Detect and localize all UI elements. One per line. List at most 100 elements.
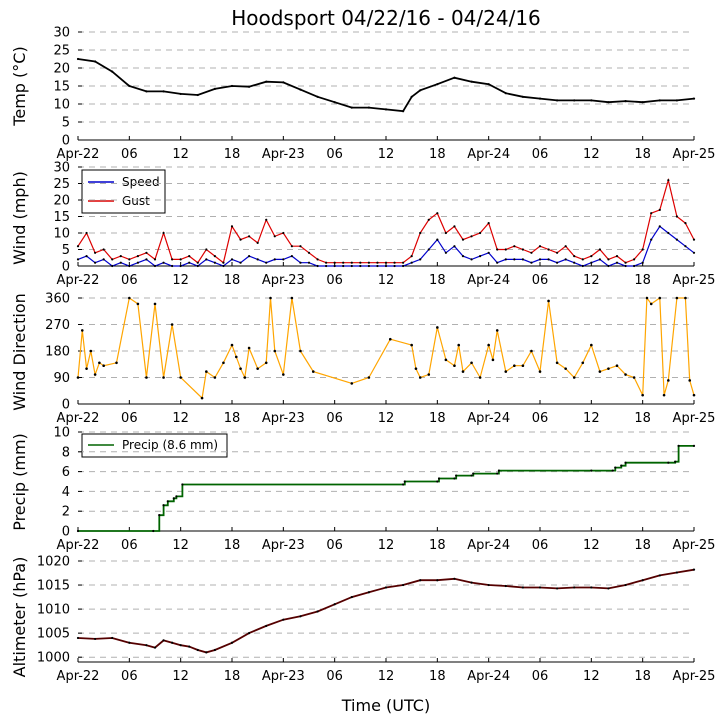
temp-ytick-label: 15 xyxy=(53,80,70,95)
direction-point xyxy=(688,379,692,382)
direction-xtick-label: Apr-22 xyxy=(57,411,100,426)
wind-point xyxy=(581,258,584,261)
precip-point xyxy=(402,483,405,486)
wind-point xyxy=(367,261,370,264)
wind-point xyxy=(188,255,191,258)
direction-point xyxy=(418,376,422,379)
direction-point xyxy=(615,364,619,368)
wind-point xyxy=(102,258,105,261)
wind-point xyxy=(624,261,627,264)
direction-point xyxy=(504,370,508,373)
direction-point xyxy=(230,343,234,347)
wind-point xyxy=(316,264,319,268)
wind-point xyxy=(222,264,225,268)
wind-point xyxy=(427,218,430,221)
precip-point xyxy=(437,477,441,480)
wind-point xyxy=(342,261,345,264)
wind-point xyxy=(496,248,499,251)
wind-point xyxy=(290,255,293,258)
wind-ytick-label: 30 xyxy=(53,161,70,176)
precip-ytick-label: 6 xyxy=(62,465,70,480)
direction-point xyxy=(692,393,696,397)
precip-point xyxy=(692,444,696,447)
wind-ytick-label: 25 xyxy=(53,177,70,192)
temp-ytick-label: 30 xyxy=(53,26,70,41)
altimeter-panel: Altimeter (hPa) 1000 1005 1010 1015 1020 Apr-… xyxy=(10,555,715,685)
direction-point xyxy=(162,376,165,379)
altimeter-point xyxy=(299,615,302,618)
direction-point xyxy=(388,337,392,341)
altimeter-point xyxy=(213,648,216,652)
altimeter-xtick-label: 18 xyxy=(429,669,446,684)
direction-point xyxy=(222,361,225,365)
wind-point xyxy=(504,258,507,261)
wind-point xyxy=(470,235,473,238)
wind-point xyxy=(325,261,328,264)
direction-ytick-label: 360 xyxy=(45,292,70,307)
direction-xtick-label: 06 xyxy=(532,411,549,426)
wind-point xyxy=(598,248,601,251)
altimeter-point xyxy=(470,581,473,584)
wind-point xyxy=(265,218,268,221)
direction-point xyxy=(234,355,238,359)
temp-xtick-label: 18 xyxy=(634,147,651,162)
direction-point xyxy=(102,364,105,368)
wind-point xyxy=(282,258,285,261)
temp-point xyxy=(145,90,148,93)
altimeter-point xyxy=(607,587,610,590)
altimeter-ytick-label: 1015 xyxy=(37,579,70,594)
wind-point xyxy=(153,258,157,261)
direction-point xyxy=(444,358,448,362)
precip-point xyxy=(674,460,677,463)
legend-speed-label: Speed xyxy=(122,175,160,189)
temp-point xyxy=(675,99,678,102)
wind-xtick-label: 18 xyxy=(634,273,651,288)
temp-point xyxy=(487,83,490,86)
altimeter-xtick-label: 06 xyxy=(326,669,343,684)
temp-point xyxy=(350,106,353,109)
altimeter-xtick-label: Apr-24 xyxy=(467,669,510,684)
precip-legend: Precip (8.6 mm) xyxy=(81,433,228,458)
temp-ylabel: Temp (°C) xyxy=(10,46,29,126)
precip-ytick-label: 10 xyxy=(53,426,70,441)
wind-point xyxy=(196,261,199,264)
altimeter-point xyxy=(230,641,234,644)
direction-panel: Wind Direction 0 90 180 270 360 Apr-22 06 12 18 A… xyxy=(10,292,715,427)
temp-xtick-label: 12 xyxy=(378,147,395,162)
wind-point xyxy=(590,255,593,258)
wind-point xyxy=(307,251,311,254)
wind-point xyxy=(325,264,328,268)
wind-xtick-label: Apr-24 xyxy=(467,273,510,288)
direction-point xyxy=(89,349,93,353)
wind-point xyxy=(333,261,336,264)
direction-point xyxy=(299,349,302,353)
direction-point xyxy=(487,343,490,347)
wind-point xyxy=(350,264,353,268)
altimeter-point xyxy=(350,595,353,599)
precip-panel: Precip (mm) Precip (8.6 mm) 0 2 4 6 8 10 Apr-2… xyxy=(10,426,715,554)
temp-ytick-label: 20 xyxy=(53,62,70,77)
temp-ytick-label: 10 xyxy=(53,98,70,113)
precip-point xyxy=(620,464,623,467)
altimeter-point xyxy=(179,644,182,647)
altimeter-point xyxy=(188,645,191,648)
altimeter-point xyxy=(521,586,524,589)
altimeter-xtick-label: 12 xyxy=(583,669,600,684)
direction-point xyxy=(85,367,88,370)
direction-point xyxy=(427,373,431,376)
wind-point xyxy=(316,258,319,261)
wind-point xyxy=(675,238,678,241)
altimeter-point xyxy=(171,641,174,644)
temp-point xyxy=(436,83,439,86)
wind-xtick-label: 06 xyxy=(326,273,343,288)
direction-point xyxy=(649,302,653,306)
direction-point xyxy=(632,376,636,379)
wind-point xyxy=(453,245,456,248)
wind-point xyxy=(444,231,447,235)
wind-point xyxy=(162,261,165,264)
wind-point xyxy=(607,264,610,268)
wind-point xyxy=(692,251,696,254)
altimeter-xtick-label: Apr-22 xyxy=(57,669,100,684)
temp-point xyxy=(658,99,661,102)
temp-point xyxy=(213,87,216,90)
